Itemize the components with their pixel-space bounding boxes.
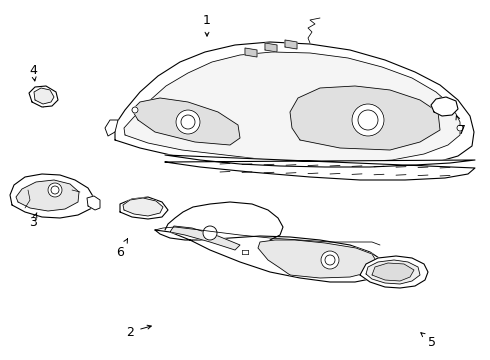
Circle shape (325, 255, 335, 265)
Polygon shape (105, 120, 118, 136)
Polygon shape (132, 98, 240, 145)
Circle shape (203, 226, 217, 240)
Text: 5: 5 (421, 333, 436, 348)
Text: 4: 4 (29, 63, 37, 81)
Polygon shape (245, 48, 257, 57)
Circle shape (352, 104, 384, 136)
Circle shape (457, 125, 463, 131)
Text: 1: 1 (203, 13, 211, 36)
Polygon shape (170, 226, 240, 250)
Circle shape (176, 110, 200, 134)
Text: 2: 2 (126, 325, 151, 338)
Circle shape (358, 110, 378, 130)
Polygon shape (285, 40, 297, 49)
Text: 6: 6 (116, 239, 127, 258)
Polygon shape (165, 155, 475, 180)
Polygon shape (34, 88, 54, 104)
Polygon shape (87, 196, 100, 210)
Polygon shape (120, 197, 168, 219)
Polygon shape (431, 97, 458, 116)
Polygon shape (265, 43, 277, 52)
Text: 3: 3 (29, 213, 37, 229)
Polygon shape (10, 174, 94, 218)
Polygon shape (123, 198, 163, 216)
Polygon shape (360, 256, 428, 288)
Polygon shape (155, 230, 385, 282)
Polygon shape (115, 42, 474, 170)
Polygon shape (290, 86, 440, 150)
Circle shape (181, 115, 195, 129)
Circle shape (321, 251, 339, 269)
Polygon shape (366, 260, 420, 284)
Polygon shape (124, 52, 460, 162)
Polygon shape (29, 86, 58, 107)
Text: 7: 7 (456, 116, 466, 136)
Circle shape (132, 107, 138, 113)
Polygon shape (372, 263, 414, 281)
Circle shape (51, 186, 59, 194)
Polygon shape (16, 180, 79, 211)
Circle shape (48, 183, 62, 197)
Polygon shape (258, 240, 378, 278)
